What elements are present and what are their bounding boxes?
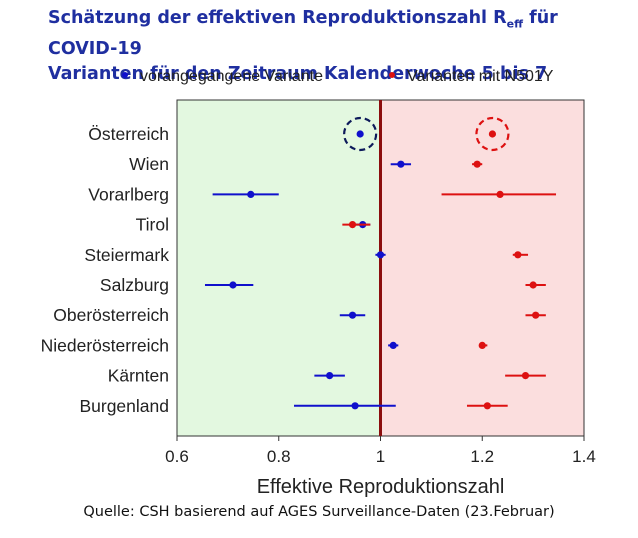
region-above-one [380,100,584,436]
legend-item-prev: vorangegangene Variante [122,68,323,86]
x-axis-label: Effektive Reproduktionszahl [257,476,505,498]
data-point [488,130,497,138]
x-tick-label: 1 [376,447,385,466]
data-point [348,221,357,229]
data-point [326,372,334,380]
data-point [473,160,481,168]
data-point [247,190,255,198]
title-line-2: Varianten für den Zeitraum Kalenderwoche… [48,63,548,84]
category-label: Vorarlberg [88,184,169,204]
legend-label-prev: vorangegangene Variante [140,68,323,85]
data-point [496,190,504,198]
data-point [532,311,540,319]
data-point [397,160,405,168]
legend-dot-n501y [389,71,395,78]
chart-title: Schätzung der effektiven Reproduktionsza… [48,6,628,87]
legend-label-n501y: Varianten mit N501Y [407,68,554,85]
data-point [348,311,357,319]
title-line-1-end: für COVID-19 [48,8,558,59]
category-label: Niederösterreich [41,335,169,355]
category-label: Oberösterreich [53,305,169,325]
x-tick-label: 1.2 [470,447,494,466]
category-label: Wien [129,154,169,174]
data-point [389,341,397,349]
legend-dot-prev [122,71,128,78]
legend-item-n501y: Varianten mit N501Y [389,68,553,86]
title-subscript: eff [506,17,523,31]
data-point [351,402,359,410]
source-note: Quelle: CSH basierend auf AGES Surveilla… [83,504,555,520]
category-label: Salzburg [100,275,169,295]
data-point [376,251,385,259]
data-point [521,372,530,380]
x-tick-label: 1.4 [572,447,596,466]
data-point [478,341,486,349]
category-label: Burgenland [79,396,169,416]
title-line-1-text: Schätzung der effektiven Reproduktionsza… [48,8,507,28]
data-point [483,402,491,410]
x-tick-label: 0.8 [267,447,291,466]
data-point [514,251,522,259]
title-line-1: Schätzung der effektiven Reproduktionsza… [48,6,628,62]
data-point [229,281,237,289]
x-tick-label: 0.6 [165,447,189,466]
category-label: Kärnten [108,366,169,386]
data-point [529,281,537,289]
highlight-circle [475,116,510,152]
category-label: Tirol [136,215,169,235]
legend: vorangegangene Variante Varianten mit N5… [0,68,638,90]
highlight-circle [343,116,378,152]
region-below-one [177,100,381,436]
data-point [356,130,364,138]
category-label: Österreich [88,124,169,144]
category-label: Steiermark [84,245,169,265]
